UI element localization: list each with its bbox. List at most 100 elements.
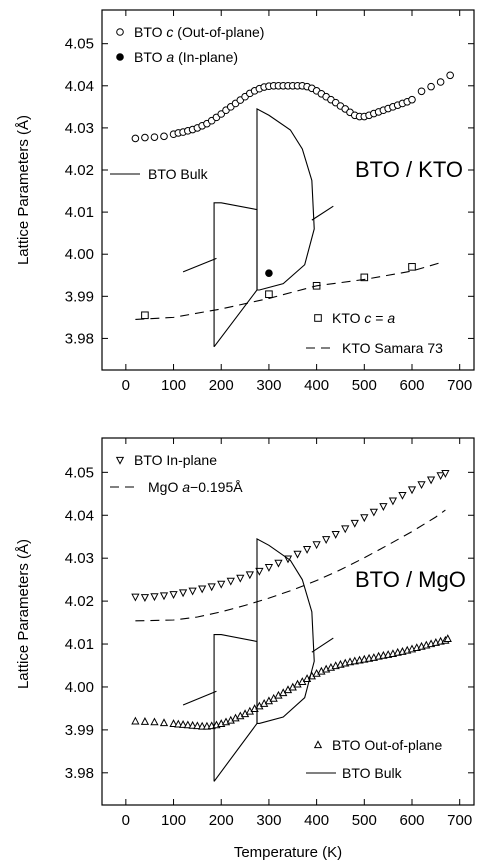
data-point bbox=[407, 486, 417, 495]
data-point bbox=[169, 719, 178, 728]
x-tick-label: 600 bbox=[399, 812, 424, 829]
data-point bbox=[312, 541, 321, 550]
data-point bbox=[443, 634, 452, 643]
y-tick-label: 3.99 bbox=[65, 288, 94, 305]
bulk-curve-segment bbox=[213, 634, 258, 782]
data-point bbox=[331, 531, 340, 539]
data-point bbox=[159, 718, 169, 727]
data-point bbox=[150, 717, 159, 726]
y-tick-label: 3.98 bbox=[65, 765, 94, 782]
y-tick-label: 4.02 bbox=[65, 162, 94, 179]
plot-area bbox=[131, 71, 454, 348]
x-axis-label: Temperature (K) bbox=[234, 844, 342, 861]
y-tick-label: 4.05 bbox=[65, 36, 94, 53]
series-bto-c-out-of-plane- bbox=[131, 71, 454, 143]
data-point bbox=[436, 78, 445, 86]
legend-entry: BTO a (In-plane) bbox=[116, 49, 238, 65]
data-point bbox=[141, 311, 149, 320]
data-point bbox=[426, 476, 436, 485]
data-point bbox=[140, 594, 150, 602]
legend-label: BTO Out-of-plane bbox=[332, 737, 442, 753]
data-point bbox=[388, 497, 398, 506]
data-point bbox=[398, 491, 407, 500]
bulk-curve-segment bbox=[213, 202, 258, 348]
y-tick-label: 4.02 bbox=[65, 593, 94, 610]
plot-frame bbox=[101, 9, 475, 371]
data-point bbox=[188, 720, 197, 729]
panel-bto-kto: Lattice Parameters (Å) 0 100 200 300 400 500 6… bbox=[15, 9, 475, 394]
legend-label: BTO a (In-plane) bbox=[134, 49, 238, 65]
plot-frame bbox=[101, 437, 475, 806]
y-tick-label: 4.03 bbox=[65, 550, 94, 567]
data-point bbox=[150, 593, 159, 602]
legend-entry: KTO Samara 73 bbox=[306, 340, 443, 356]
data-point bbox=[131, 134, 140, 143]
legend-label: BTO Bulk bbox=[148, 166, 209, 182]
panel-label: BTO / MgO bbox=[355, 567, 466, 592]
data-point bbox=[188, 587, 197, 596]
data-point bbox=[379, 503, 388, 511]
data-point bbox=[207, 583, 216, 592]
legend-entry: BTO In-plane bbox=[115, 452, 217, 468]
bulk-curve-segment bbox=[182, 690, 217, 706]
legend-label: MgO a−0.195Å bbox=[148, 479, 243, 495]
data-point bbox=[274, 559, 283, 568]
data-point bbox=[217, 580, 226, 589]
data-point bbox=[417, 481, 426, 490]
x-tick-label: 300 bbox=[256, 812, 281, 829]
legend-entry: KTO c = a bbox=[314, 310, 395, 326]
legend-marker bbox=[313, 740, 323, 749]
legend-entry: MgO a−0.195Å bbox=[110, 479, 243, 495]
data-point bbox=[193, 721, 202, 730]
x-tick-label: 100 bbox=[161, 377, 186, 394]
data-point bbox=[226, 577, 235, 586]
data-point bbox=[174, 719, 183, 728]
data-point bbox=[198, 585, 207, 594]
data-point bbox=[140, 717, 150, 725]
data-point bbox=[160, 132, 168, 141]
data-point bbox=[178, 720, 188, 728]
x-tick-label: 300 bbox=[256, 377, 281, 394]
x-tick-label: 400 bbox=[304, 812, 329, 829]
data-point bbox=[178, 589, 188, 598]
bulk-curve-segment bbox=[182, 257, 217, 273]
data-point bbox=[183, 720, 192, 729]
x-tick-label: 600 bbox=[399, 377, 424, 394]
data-point bbox=[255, 567, 264, 576]
legend-label: KTO c = a bbox=[332, 310, 395, 326]
data-point bbox=[131, 716, 140, 725]
x-tick-label: 700 bbox=[447, 377, 472, 394]
data-point bbox=[341, 525, 350, 534]
data-point bbox=[264, 564, 274, 572]
series-bto-bulk bbox=[182, 108, 334, 348]
data-point bbox=[360, 273, 369, 282]
data-point bbox=[302, 546, 312, 554]
data-point bbox=[141, 133, 149, 142]
dashed-curve bbox=[135, 262, 441, 321]
legend-marker bbox=[314, 314, 322, 322]
panel-bto-mgo: Lattice Parameters (Å) 0 100 200 300 400 500 6… bbox=[15, 437, 475, 861]
y-tick-label: 3.98 bbox=[65, 330, 94, 347]
legend-entry: BTO Bulk bbox=[306, 765, 403, 781]
axis-ticks: 0 100 200 300 400 500 600 700 3.98 3.99 4.00 4.01 4.… bbox=[65, 438, 474, 829]
data-point bbox=[436, 472, 445, 481]
legend-entry: BTO Bulk bbox=[110, 166, 209, 182]
legend: BTO c (Out-of-plane) BTO a (In-plane) BTO … bbox=[110, 24, 443, 356]
legend-marker bbox=[116, 28, 124, 36]
x-tick-label: 500 bbox=[352, 377, 377, 394]
data-point bbox=[350, 519, 359, 528]
x-tick-label: 700 bbox=[447, 812, 472, 829]
y-tick-label: 4.00 bbox=[65, 679, 94, 696]
panel-label: BTO / KTO bbox=[355, 157, 463, 182]
y-axis-label: Lattice Parameters (Å) bbox=[15, 539, 32, 689]
data-point bbox=[265, 290, 273, 299]
y-tick-label: 4.01 bbox=[65, 204, 94, 221]
legend-label: BTO c (Out-of-plane) bbox=[134, 24, 264, 40]
data-point bbox=[322, 536, 331, 545]
x-tick-label: 0 bbox=[122, 812, 130, 829]
series-kto-samara-73 bbox=[135, 262, 441, 321]
y-tick-label: 4.05 bbox=[65, 464, 94, 481]
y-tick-label: 4.00 bbox=[65, 246, 94, 263]
data-point bbox=[131, 593, 140, 602]
